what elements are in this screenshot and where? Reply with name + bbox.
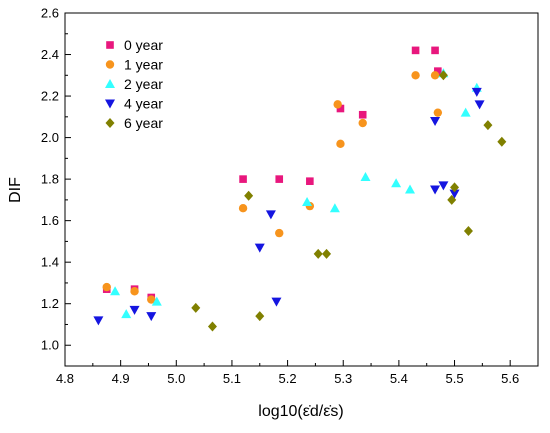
x-tick-label: 4.8	[56, 371, 74, 386]
data-point	[254, 243, 265, 253]
data-point	[391, 178, 402, 188]
data-point	[191, 302, 201, 313]
x-tick-label: 5.2	[279, 371, 297, 386]
x-tick-label: 5.0	[167, 371, 185, 386]
data-point	[313, 248, 323, 259]
data-points	[93, 46, 507, 332]
legend-label: 1 year	[124, 57, 163, 73]
data-point	[471, 87, 482, 97]
data-point	[463, 226, 473, 237]
x-axis-title: log10(ε̇d/ε̇s)	[258, 403, 343, 420]
data-point	[275, 228, 284, 238]
data-point	[438, 70, 448, 81]
data-point	[322, 248, 332, 259]
data-point	[130, 287, 139, 296]
data-point	[110, 286, 121, 296]
data-point	[302, 196, 313, 206]
x-tick-label: 5.5	[445, 371, 463, 386]
data-point	[336, 139, 345, 149]
data-point	[431, 46, 439, 55]
data-point	[93, 316, 104, 326]
y-tick-label: 1.4	[41, 255, 59, 270]
data-point	[265, 210, 276, 220]
data-point	[333, 100, 342, 109]
data-point	[102, 282, 111, 292]
y-tick-label: 2.0	[41, 130, 59, 145]
data-point	[207, 321, 217, 332]
data-point	[306, 177, 314, 185]
data-point	[360, 172, 371, 182]
legend-label: 6 year	[124, 115, 163, 131]
legend-label: 0 year	[124, 37, 163, 53]
data-point	[358, 110, 367, 119]
data-point	[430, 116, 441, 126]
x-tick-label: 5.1	[223, 371, 241, 386]
data-point	[460, 107, 471, 117]
y-tick-label: 2.6	[41, 6, 59, 21]
data-point	[146, 312, 157, 322]
data-point	[239, 175, 247, 183]
data-point	[271, 297, 282, 307]
data-point	[275, 175, 284, 183]
legend-marker	[105, 79, 115, 88]
x-tick-label: 5.6	[501, 371, 519, 386]
data-point	[147, 295, 156, 304]
y-tick-label: 1.8	[41, 172, 59, 187]
data-point	[449, 189, 460, 199]
y-axis-title: DIF	[7, 177, 24, 203]
y-tick-label: 2.4	[41, 47, 59, 62]
data-point	[336, 104, 345, 113]
data-point	[405, 184, 416, 194]
x-tick-label: 5.3	[334, 371, 352, 386]
data-point	[238, 203, 248, 213]
legend-marker	[105, 118, 115, 128]
y-tick-label: 2.2	[41, 89, 59, 104]
data-point	[411, 46, 420, 55]
legend-marker	[106, 41, 114, 49]
y-tick-label: 1.0	[41, 338, 59, 353]
legend: 0 year 1 year 2 year 4 year 6 year	[105, 37, 163, 131]
data-point	[474, 100, 485, 110]
x-tick-label: 4.9	[112, 371, 130, 386]
data-point	[151, 296, 162, 306]
data-point	[430, 185, 441, 195]
data-point	[447, 194, 457, 205]
plot-frame	[64, 12, 539, 367]
data-point	[430, 71, 440, 80]
data-point	[483, 120, 493, 131]
x-axis: 4.8 4.9 5.0 5.1 5.2 5.3 5.4 5.5 5.6	[56, 360, 519, 386]
data-point	[433, 108, 443, 117]
legend-label: 4 year	[124, 96, 163, 112]
data-point	[244, 190, 254, 201]
data-point	[255, 311, 265, 322]
data-point	[497, 136, 507, 147]
y-tick-label: 1.6	[41, 213, 59, 228]
x-tick-label: 5.4	[390, 371, 408, 386]
legend-marker	[105, 99, 115, 109]
data-point	[358, 118, 367, 128]
legend-label: 2 year	[124, 76, 163, 92]
data-point	[129, 305, 140, 315]
data-point	[434, 67, 442, 75]
y-tick-label: 1.2	[41, 296, 59, 311]
data-point	[329, 203, 340, 213]
data-point	[121, 309, 132, 319]
data-point	[411, 71, 420, 80]
y-axis: 1.0 1.2 1.4 1.6 1.8 2.0 2.2 2.4 2.6	[41, 6, 71, 367]
data-point	[438, 181, 449, 191]
data-point	[450, 182, 460, 193]
legend-marker	[105, 60, 115, 69]
